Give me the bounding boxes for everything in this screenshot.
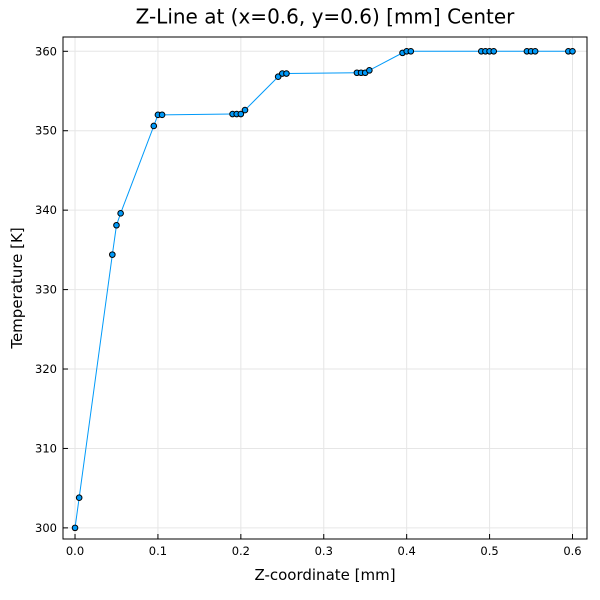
- x-tick-label: 0.2: [232, 544, 250, 558]
- x-axis-label: Z-coordinate [mm]: [254, 566, 395, 584]
- x-tick-label: 0.0: [66, 544, 84, 558]
- data-point: [366, 67, 373, 74]
- data-point: [113, 221, 120, 229]
- x-tick-label: 0.4: [398, 544, 416, 558]
- x-tick-label: 0.1: [149, 544, 167, 558]
- data-point: [158, 111, 166, 119]
- x-tick-label: 0.5: [480, 544, 498, 558]
- y-tick-label: 330: [35, 283, 57, 297]
- x-tick-label: 0.6: [563, 544, 581, 558]
- x-tick-label: 0.3: [315, 544, 333, 558]
- y-axis-label: Temperature [K]: [8, 227, 26, 349]
- data-point: [283, 70, 290, 77]
- y-tick-label: 310: [35, 441, 57, 455]
- axis-ticks: 0.0 0.1 0.2 0.3 0.4 0.5 0.6 300 310 320 330 340 350 3…: [35, 44, 582, 558]
- data-point: [150, 122, 158, 130]
- grid: [63, 37, 587, 539]
- chart-title: Z-Line at (x=0.6, y=0.6) [mm] Center: [136, 5, 516, 29]
- plot-frame: [62, 36, 588, 540]
- data-point: [531, 47, 539, 55]
- y-tick-label: 320: [35, 362, 57, 376]
- data-point: [109, 251, 116, 258]
- y-tick-label: 350: [35, 124, 57, 138]
- data-point: [75, 494, 83, 501]
- data-point: [71, 524, 79, 532]
- data-point: [237, 110, 245, 118]
- data-point: [569, 47, 576, 55]
- y-tick-label: 340: [35, 203, 57, 217]
- data-point: [241, 106, 249, 114]
- data-point: [407, 47, 415, 55]
- data-point: [117, 210, 124, 217]
- y-tick-label: 360: [35, 44, 57, 58]
- series: [71, 47, 576, 532]
- y-tick-label: 300: [35, 521, 57, 535]
- data-point: [490, 47, 498, 55]
